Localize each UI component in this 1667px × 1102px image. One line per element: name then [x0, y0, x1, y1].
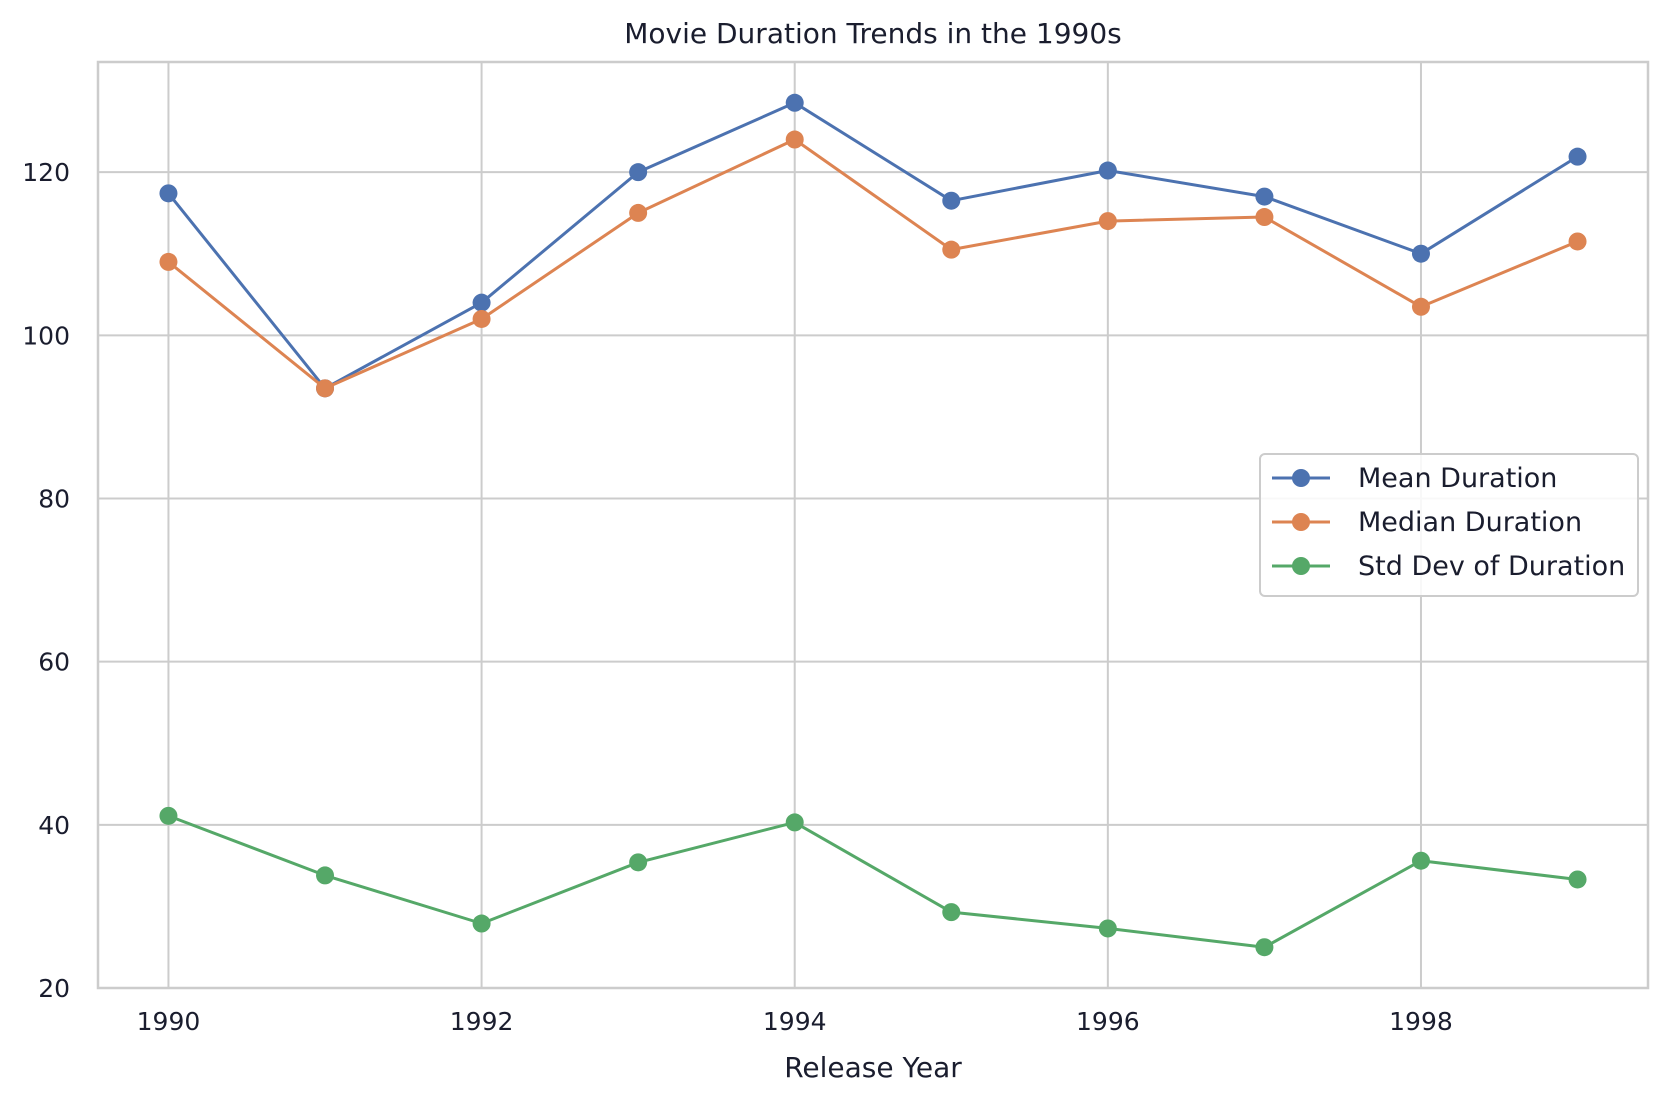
- data-point: [159, 184, 178, 203]
- series-2: [159, 130, 1587, 398]
- data-point: [472, 309, 491, 328]
- legend-label: Mean Duration: [1358, 463, 1557, 494]
- data-point: [1255, 187, 1274, 206]
- series-3: [159, 806, 1587, 957]
- data-point: [629, 203, 648, 222]
- legend-label: Std Dev of Duration: [1358, 551, 1625, 582]
- x-tick-label: 1992: [450, 1007, 514, 1036]
- data-point: [1568, 870, 1587, 889]
- data-point: [785, 93, 804, 112]
- legend-label: Median Duration: [1358, 507, 1582, 538]
- data-point: [1411, 244, 1430, 263]
- data-point: [159, 806, 178, 825]
- chart-title: Movie Duration Trends in the 1990s: [624, 17, 1122, 50]
- plot-frame: [96, 60, 1650, 990]
- data-point: [316, 866, 335, 885]
- y-tick-label: 60: [38, 648, 70, 677]
- data-point: [1098, 161, 1117, 180]
- x-tick-label: 1990: [137, 1007, 201, 1036]
- data-point: [942, 903, 961, 922]
- data-point: [1411, 851, 1430, 870]
- legend-box: [1259, 453, 1639, 597]
- x-axis-ticks: 1990 1992 1994 1996 1998: [137, 1007, 1453, 1036]
- data-point: [1098, 919, 1117, 938]
- x-axis-title: Release Year: [784, 1051, 962, 1084]
- data-point: [316, 379, 335, 398]
- data-point: [785, 130, 804, 149]
- legend: Mean Duration Median Duration Std Dev of D…: [1259, 453, 1639, 597]
- data-point: [785, 813, 804, 832]
- gridlines: [98, 62, 1648, 989]
- data-point: [1568, 147, 1587, 166]
- data-point: [942, 191, 961, 210]
- data-point: [1255, 938, 1274, 957]
- series-layer: [159, 93, 1587, 957]
- legend-marker: [1292, 557, 1310, 575]
- x-tick-label: 1998: [1389, 1007, 1453, 1036]
- data-point: [942, 240, 961, 259]
- series-line: [167, 138, 1579, 390]
- data-point: [159, 252, 178, 271]
- series-line: [167, 814, 1578, 949]
- data-point: [472, 914, 491, 933]
- data-point: [629, 853, 648, 872]
- x-tick-label: 1994: [763, 1007, 827, 1036]
- legend-marker: [1292, 513, 1310, 531]
- data-point: [1098, 212, 1117, 231]
- data-point: [472, 293, 491, 312]
- y-tick-label: 120: [22, 158, 70, 187]
- y-tick-label: 80: [38, 484, 70, 513]
- y-tick-label: 40: [38, 811, 70, 840]
- data-point: [1411, 297, 1430, 316]
- data-point: [629, 163, 648, 182]
- series-line: [167, 101, 1579, 390]
- data-point: [1568, 232, 1587, 251]
- legend-marker: [1292, 469, 1310, 487]
- y-axis-ticks: 20 40 60 80 100 120: [22, 158, 70, 1003]
- x-tick-label: 1996: [1076, 1007, 1140, 1036]
- y-tick-label: 100: [22, 321, 70, 350]
- data-point: [1255, 208, 1274, 227]
- y-tick-label: 20: [38, 974, 70, 1003]
